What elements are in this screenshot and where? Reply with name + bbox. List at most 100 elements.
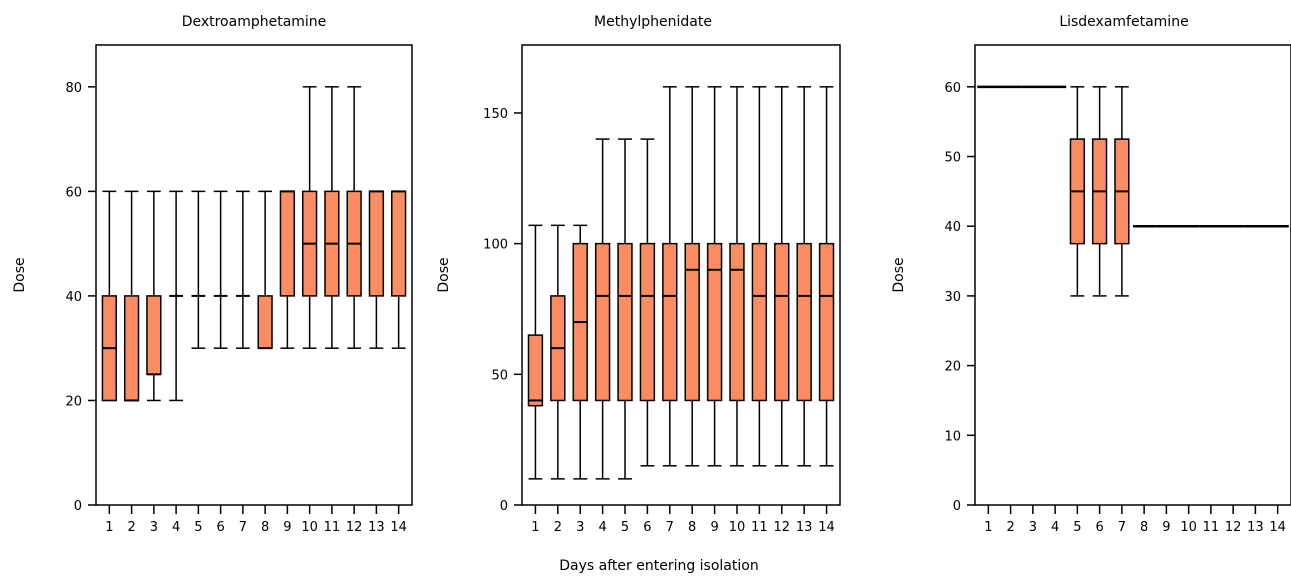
x-tick-label: 10: [1180, 520, 1197, 535]
x-tick-label: 8: [688, 520, 696, 535]
box-day-13: [368, 190, 385, 349]
box-day-14: [390, 190, 407, 349]
box-day-9: [706, 86, 723, 467]
box-day-6: [213, 190, 228, 349]
plot-frame: [521, 44, 841, 506]
box-day-5: [191, 190, 206, 349]
x-tick-label: 8: [261, 520, 269, 535]
box-body: [818, 242, 835, 402]
x-tick-label: 13: [1247, 520, 1264, 535]
box-day-10: [301, 86, 318, 349]
box-day-12: [774, 86, 790, 467]
y-tick-label: 0: [500, 499, 508, 514]
x-tick-label: 10: [729, 520, 746, 535]
x-tick-label: 12: [346, 520, 363, 535]
x-tick-label: 14: [390, 520, 407, 535]
y-tick-label: 0: [953, 499, 961, 514]
x-tick-label: 2: [127, 520, 135, 535]
chart-panel-2: Methylphenidate Dose 0 50 100 150 1 2 3 4 5 6 7 8 9 10 1…: [436, 14, 841, 535]
x-tick-label: 1: [984, 520, 992, 535]
chart-title: Methylphenidate: [594, 14, 712, 30]
box-day-8: [257, 190, 273, 350]
x-tick-label: 4: [172, 520, 180, 535]
box-body: [774, 242, 790, 402]
y-tick-label: 60: [944, 81, 961, 96]
box-day-2: [123, 190, 140, 402]
chart-title: Lisdexamfetamine: [1059, 14, 1188, 30]
y-tick-label: 50: [491, 368, 508, 383]
plot-frame: [974, 44, 1291, 506]
x-tick-label: 1: [105, 520, 113, 535]
box-day-8: [684, 86, 700, 467]
box-day-6: [1091, 86, 1108, 297]
box-body: [257, 295, 273, 349]
box-day-2: [550, 224, 566, 480]
y-tick-label: 40: [65, 290, 82, 305]
y-axis-label: Dose: [891, 257, 907, 292]
box-body: [123, 295, 140, 402]
x-tick-label: 7: [1118, 520, 1126, 535]
box-body: [146, 295, 162, 376]
x-tick-label: 14: [818, 520, 835, 535]
box-day-7: [1114, 86, 1130, 297]
box-body: [706, 242, 723, 402]
x-tick-label: 3: [150, 520, 158, 535]
box-day-1: [527, 224, 544, 480]
x-tick-label: 7: [666, 520, 674, 535]
box-body: [527, 334, 544, 407]
y-tick-label: 60: [65, 185, 82, 200]
y-axis-label: Dose: [436, 257, 452, 292]
box-body: [796, 242, 812, 402]
x-tick-label: 11: [751, 520, 768, 535]
box-day-5: [617, 138, 633, 480]
box-day-7: [662, 86, 678, 467]
x-tick-label: 6: [643, 520, 651, 535]
x-tick-label: 5: [1073, 520, 1081, 535]
x-tick-label: 5: [621, 520, 629, 535]
x-tick-label: 3: [576, 520, 584, 535]
box-day-5: [1069, 86, 1086, 297]
y-tick-label: 100: [483, 238, 508, 253]
x-tick-label: 10: [301, 520, 318, 535]
x-tick-label: 2: [554, 520, 562, 535]
x-tick-label: 3: [1029, 520, 1037, 535]
box-body: [751, 242, 768, 402]
box-body: [662, 242, 678, 402]
box-day-10: [729, 86, 745, 467]
x-tick-label: 7: [239, 520, 247, 535]
box-day-9: [279, 190, 296, 349]
box-day-11: [751, 86, 768, 467]
y-axis-label: Dose: [12, 257, 28, 292]
box-day-1: [101, 190, 118, 402]
x-tick-label: 6: [216, 520, 224, 535]
box-body: [594, 242, 611, 402]
box-day-7: [235, 190, 250, 349]
y-tick-label: 0: [74, 499, 82, 514]
x-tick-label: 5: [194, 520, 202, 535]
shared-x-axis-label: Days after entering isolation: [559, 558, 758, 574]
box-body: [684, 242, 700, 402]
x-tick-label: 9: [283, 520, 291, 535]
x-tick-label: 8: [1140, 520, 1148, 535]
plot-frame: [95, 44, 413, 506]
y-tick-label: 80: [65, 81, 82, 96]
chart-title: Dextroamphetamine: [182, 14, 327, 30]
x-tick-label: 12: [774, 520, 791, 535]
box-day-4: [594, 138, 611, 480]
x-tick-label: 6: [1095, 520, 1103, 535]
box-day-14: [818, 86, 835, 467]
box-body: [617, 242, 633, 402]
box-day-11: [324, 86, 340, 349]
x-tick-label: 12: [1225, 520, 1242, 535]
x-tick-label: 4: [598, 520, 606, 535]
box-body: [390, 190, 407, 297]
x-tick-label: 14: [1269, 520, 1286, 535]
x-tick-label: 9: [710, 520, 718, 535]
x-tick-label: 13: [368, 520, 385, 535]
y-tick-label: 20: [944, 360, 961, 375]
y-tick-label: 150: [483, 107, 508, 122]
box-body: [729, 242, 745, 402]
